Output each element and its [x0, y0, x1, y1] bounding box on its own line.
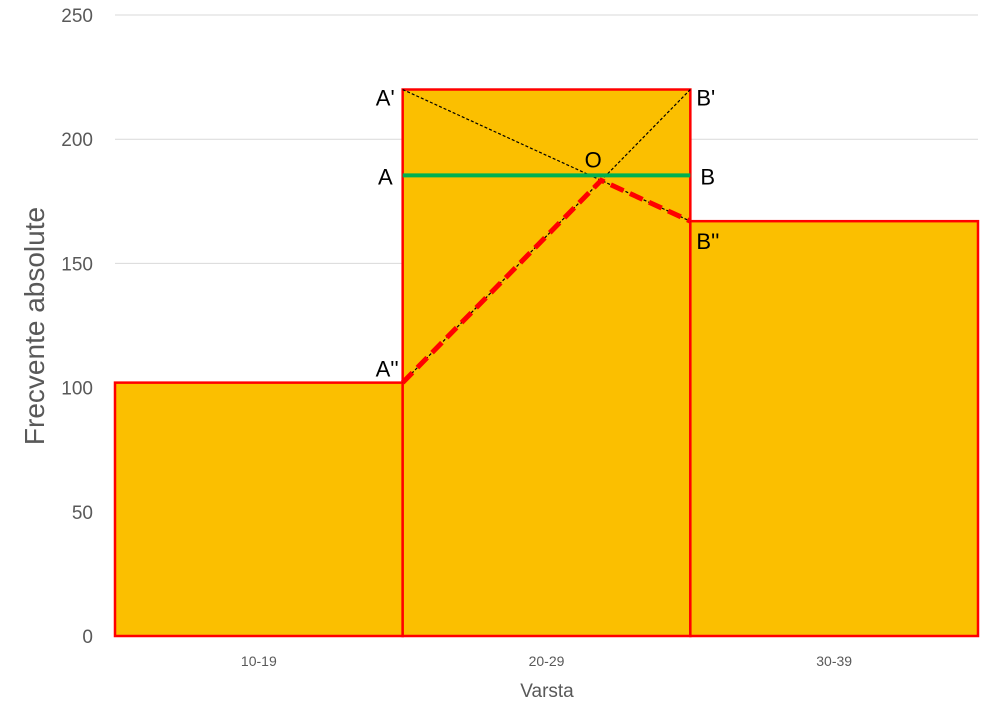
label-a: A	[378, 164, 393, 189]
bar-30-39	[689, 219, 980, 638]
label-a-prime: A'	[376, 86, 395, 111]
x-tick-label: 30-39	[816, 653, 852, 669]
label-b-double: B''	[696, 229, 719, 254]
y-axis-ticks: 0 50 100 150 200 250	[61, 6, 93, 648]
mode-polyline	[400, 177, 692, 385]
label-o: O	[585, 147, 602, 172]
x-axis-label: Varsta	[520, 681, 574, 702]
x-tick-label: 20-29	[529, 653, 565, 669]
label-a-double: A''	[376, 357, 399, 382]
x-axis-ticks: 10-19 20-29 30-39	[241, 653, 852, 669]
annotations: A' B' A B O A'' B''	[376, 86, 719, 385]
label-b: B	[700, 164, 715, 189]
bar-20-29	[401, 88, 692, 638]
bars	[113, 88, 980, 638]
y-tick-label: 150	[61, 254, 93, 275]
y-tick-label: 0	[82, 627, 93, 648]
y-tick-label: 200	[61, 130, 93, 151]
y-axis-label: Frecvente absolute	[19, 207, 50, 445]
y-tick-label: 100	[61, 379, 93, 400]
diagonal-a-prime-b-double	[402, 88, 691, 222]
bar-10-19	[113, 381, 404, 638]
x-tick-label: 10-19	[241, 653, 277, 669]
y-tick-label: 250	[61, 6, 93, 27]
y-tick-label: 50	[72, 503, 93, 524]
label-b-prime: B'	[696, 86, 715, 111]
